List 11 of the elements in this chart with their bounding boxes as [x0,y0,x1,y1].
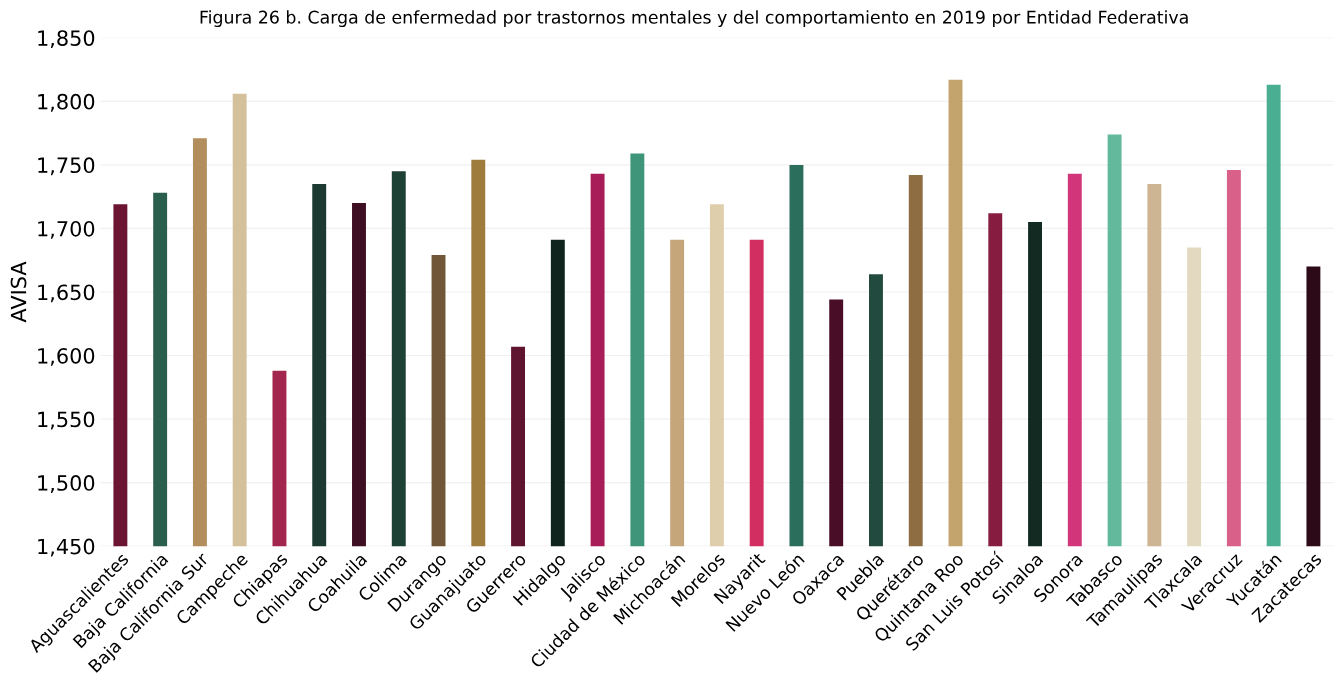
y-tick-label: 1,550 [38,411,95,430]
y-tick-label: 1,450 [38,538,95,557]
chart-title: Figura 26 b. Carga de enfermedad por trastornos mentales y del comportamiento en 2019 por Entidad Federativa [200,10,1188,28]
y-tick-label: 1,700 [38,220,95,239]
y-tick-label: 1,850 [38,30,95,49]
y-tick-label: 1,650 [38,284,95,303]
y-axis-title: AVISA [10,261,27,323]
y-tick-label: 1,500 [38,475,95,493]
y-tick-label: 1,600 [38,347,95,366]
y-tick-label: 1,750 [38,157,95,176]
y-tick-label: 1,800 [38,93,95,112]
